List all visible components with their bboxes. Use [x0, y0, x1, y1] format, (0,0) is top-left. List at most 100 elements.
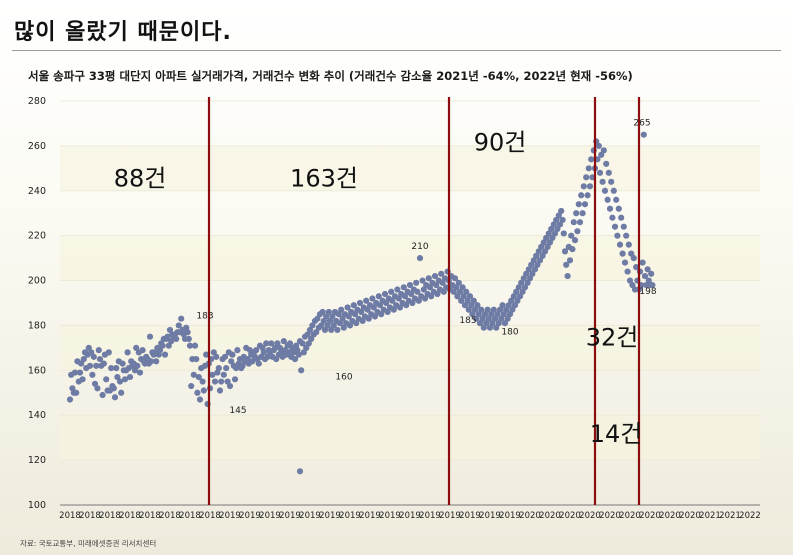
data-point	[153, 358, 160, 365]
data-point	[80, 356, 87, 363]
x-tick-label: 2019	[459, 511, 481, 521]
grid-lines	[60, 100, 760, 506]
data-point	[419, 277, 426, 284]
data-point	[114, 373, 121, 381]
x-tick-label: 2018	[159, 511, 181, 521]
data-point	[319, 308, 326, 316]
data-point	[226, 382, 234, 390]
data-point	[559, 216, 566, 224]
data-point	[416, 255, 424, 262]
data-point	[603, 160, 610, 167]
data-point	[353, 320, 360, 327]
data-point	[338, 306, 345, 313]
data-point	[249, 358, 256, 365]
grid-band	[60, 415, 760, 461]
data-point	[573, 210, 580, 217]
data-point	[260, 349, 267, 356]
data-point	[178, 315, 185, 322]
data-point	[474, 302, 481, 309]
data-point	[463, 288, 470, 295]
data-point	[350, 302, 357, 309]
data-point	[298, 367, 305, 374]
x-tick-label: 2019	[339, 511, 361, 521]
grid-bands	[60, 145, 760, 461]
value-annotation: 198	[639, 287, 656, 297]
data-point	[308, 335, 315, 343]
period-count-label: 32건	[586, 324, 639, 352]
data-point	[483, 320, 490, 327]
data-point	[408, 290, 415, 298]
title-divider	[12, 50, 781, 51]
data-point	[616, 241, 624, 248]
data-point	[148, 358, 155, 365]
y-tick-label: 240	[28, 186, 46, 197]
data-point	[195, 373, 202, 381]
data-point	[481, 311, 489, 318]
data-point	[499, 302, 506, 309]
data-point	[329, 313, 336, 320]
data-point	[203, 351, 210, 358]
data-point	[414, 288, 421, 295]
data-point	[79, 376, 86, 383]
data-point	[538, 243, 545, 250]
data-point	[468, 302, 475, 309]
data-point	[454, 293, 461, 300]
data-point	[188, 382, 195, 390]
x-tick-label: 2022	[739, 511, 761, 521]
data-point	[455, 279, 462, 286]
data-point	[400, 284, 407, 291]
data-point	[586, 183, 594, 190]
data-point	[453, 284, 460, 291]
data-point	[563, 261, 570, 268]
data-point	[133, 344, 140, 351]
data-point	[484, 306, 491, 313]
data-point	[648, 270, 655, 277]
x-tick-label: 2021	[719, 511, 741, 521]
value-annotation: 210	[411, 242, 428, 252]
y-tick-label: 160	[28, 365, 46, 376]
data-point	[548, 225, 555, 233]
data-point	[121, 376, 129, 383]
data-point	[470, 297, 477, 304]
data-point	[381, 290, 389, 298]
data-point	[533, 252, 540, 259]
data-point	[640, 131, 647, 138]
data-point	[295, 351, 302, 358]
data-point	[581, 201, 589, 208]
data-point	[136, 369, 144, 376]
data-point	[644, 266, 651, 273]
data-point	[630, 255, 637, 262]
data-point	[585, 165, 592, 172]
data-point	[375, 293, 382, 300]
x-tick-label: 2021	[699, 511, 721, 521]
y-tick-label: 260	[28, 141, 46, 152]
x-tick-label: 2020	[579, 511, 601, 521]
data-point	[501, 320, 509, 327]
data-point	[126, 373, 134, 381]
data-point	[93, 362, 100, 369]
data-point	[161, 351, 169, 358]
data-point	[618, 214, 625, 221]
period-count-label: 163건	[290, 164, 358, 192]
data-point	[571, 237, 579, 244]
data-point	[624, 268, 631, 275]
data-point	[456, 288, 464, 295]
data-point	[291, 356, 299, 363]
data-point	[633, 263, 640, 271]
x-tick-label: 2018	[199, 511, 221, 521]
data-point	[215, 364, 222, 372]
data-point	[220, 371, 227, 378]
data-point	[476, 320, 484, 327]
x-tick-label: 2020	[559, 511, 581, 521]
data-point	[218, 378, 225, 385]
data-point	[518, 279, 525, 286]
data-point	[561, 248, 569, 255]
source-note: 자료: 국토교통부, 미래에셋증권 리서치센터	[20, 539, 157, 548]
y-tick-label: 120	[28, 455, 46, 466]
data-point	[194, 389, 201, 396]
data-point	[434, 290, 441, 298]
x-tick-label: 2019	[479, 511, 501, 521]
data-point	[459, 284, 466, 291]
data-point	[574, 228, 581, 235]
